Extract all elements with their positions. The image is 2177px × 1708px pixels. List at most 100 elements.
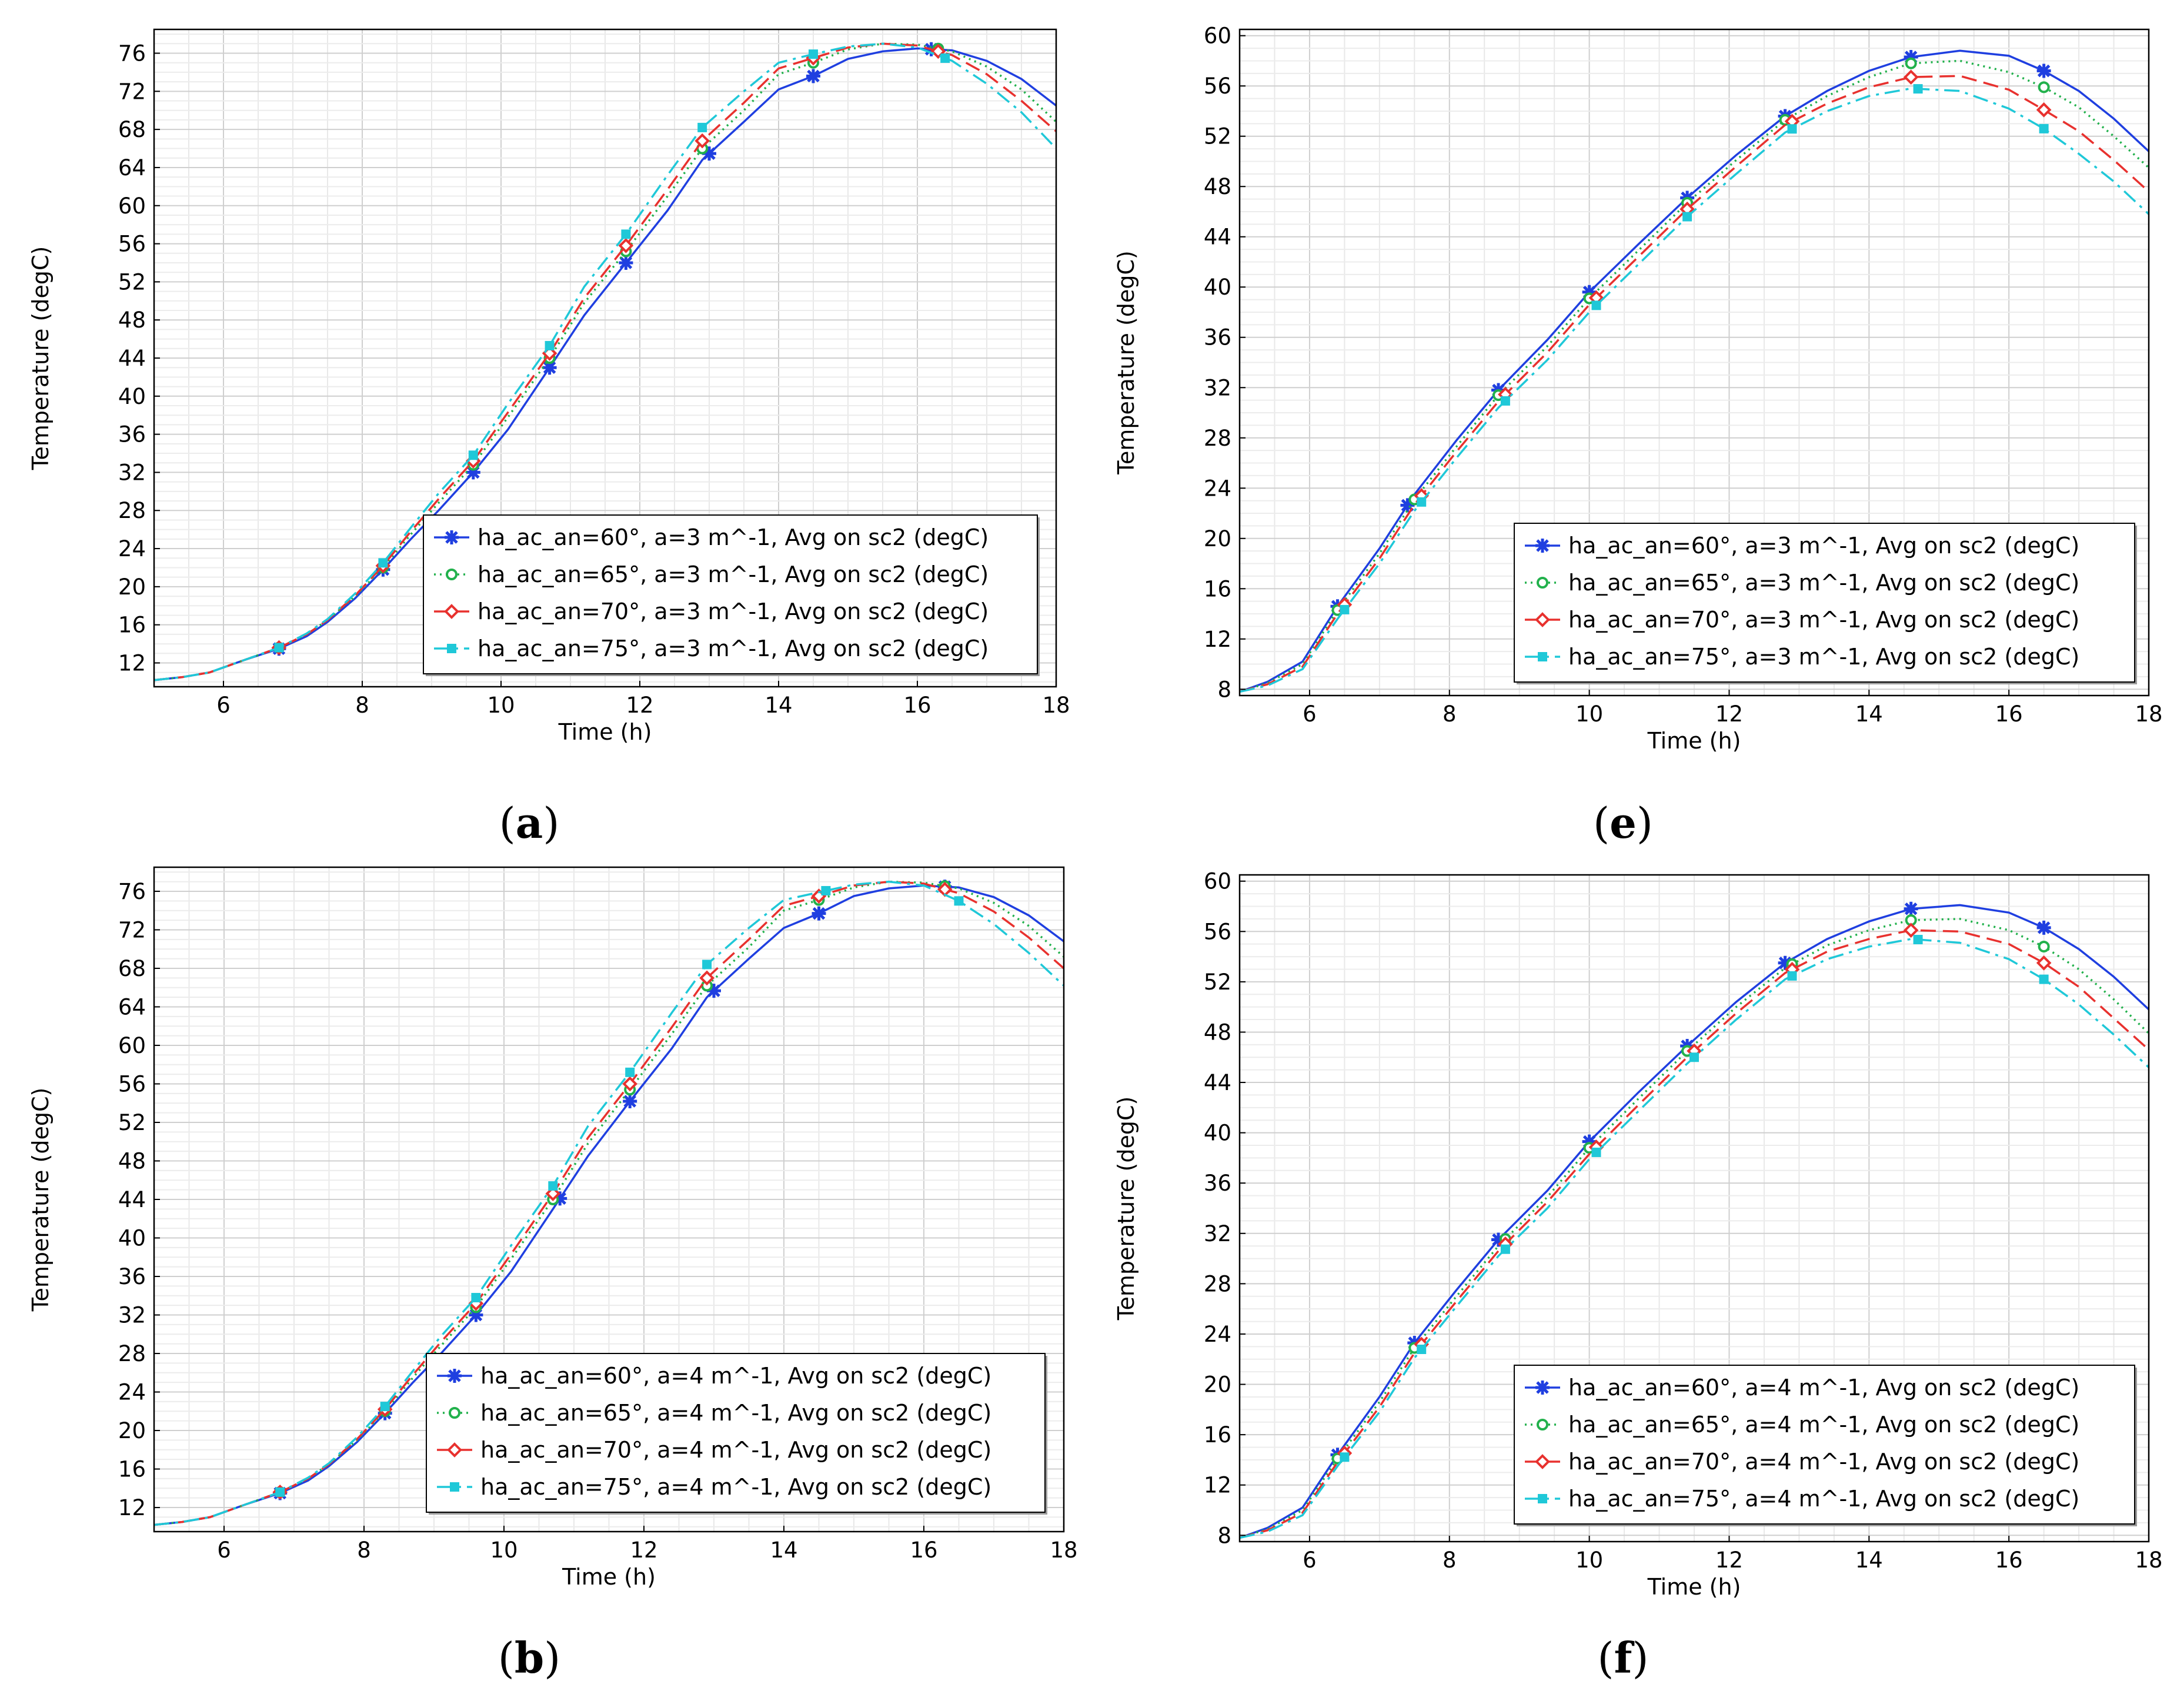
x-axis-label: Time (h) (558, 719, 652, 745)
legend: ha_ac_an=60°, a=3 m^-1, Avg on sc2 (degC… (1514, 523, 2137, 684)
data-point (1904, 50, 1918, 65)
legend-marker (1537, 577, 1548, 589)
data-point (707, 984, 721, 998)
x-tick-label: 18 (2135, 1547, 2162, 1573)
data-point (2036, 920, 2051, 935)
y-tick-label: 60 (118, 193, 146, 219)
data-point (1904, 901, 1918, 916)
y-tick-label: 8 (1217, 677, 1231, 702)
data-point (1913, 84, 1923, 94)
data-point (619, 255, 633, 270)
x-tick-label: 6 (1303, 1547, 1317, 1573)
legend-marker (450, 1482, 459, 1492)
panel-label: (f) (1597, 1633, 1648, 1683)
data-point (2036, 102, 2052, 118)
legend-entry: ha_ac_an=75°, a=4 m^-1, Avg on sc2 (degC… (480, 1474, 991, 1500)
series-f-3 (1239, 935, 2150, 1539)
data-point (1491, 1232, 1506, 1247)
y-tick-label: 72 (118, 79, 146, 104)
y-tick-label: 28 (118, 1341, 146, 1366)
legend-marker (1535, 539, 1550, 553)
data-point (378, 558, 388, 568)
legend-marker (447, 644, 456, 653)
series-e-2 (1239, 69, 2150, 693)
x-tick-label: 12 (1715, 701, 1743, 727)
x-tick-label: 10 (1575, 1547, 1603, 1573)
data-point (1778, 955, 1792, 970)
data-point (1905, 57, 1917, 69)
y-tick-label: 64 (118, 155, 146, 181)
legend-entry: ha_ac_an=75°, a=4 m^-1, Avg on sc2 (degC… (1568, 1486, 2079, 1512)
y-tick-label: 28 (118, 498, 146, 523)
y-tick-label: 8 (1217, 1523, 1231, 1548)
y-tick-label: 20 (1204, 526, 1231, 551)
data-point (1582, 1134, 1597, 1149)
x-tick-label: 16 (1995, 1547, 2023, 1573)
x-tick-label: 16 (910, 1537, 937, 1563)
y-tick-label: 56 (1204, 73, 1231, 99)
legend: ha_ac_an=60°, a=4 m^-1, Avg on sc2 (degC… (1514, 1365, 2137, 1526)
y-tick-label: 12 (1204, 627, 1231, 652)
legend-entry: ha_ac_an=75°, a=3 m^-1, Avg on sc2 (degC… (478, 636, 989, 661)
data-point (2036, 63, 2051, 78)
data-point (2038, 81, 2050, 93)
y-tick-label: 24 (118, 1380, 146, 1405)
y-tick-label: 12 (118, 650, 146, 676)
x-axis-label: Time (h) (1647, 1574, 1741, 1600)
series-line (153, 880, 1065, 1526)
data-point (1340, 1452, 1350, 1462)
data-point (623, 1094, 637, 1108)
series-b-3 (153, 880, 1065, 1526)
data-point (1903, 922, 1919, 938)
data-point (621, 229, 631, 239)
y-tick-label: 32 (118, 460, 146, 485)
data-point (1903, 69, 1919, 85)
data-point (469, 1308, 483, 1322)
legend-box (1514, 523, 2135, 683)
x-tick-label: 6 (1303, 701, 1317, 727)
data-point (1682, 212, 1692, 222)
y-axis-label: Temperature (degC) (1113, 1097, 1139, 1321)
data-point (1500, 1244, 1510, 1254)
y-axis-label: Temperature (degC) (28, 1088, 54, 1312)
legend-entry: ha_ac_an=60°, a=3 m^-1, Avg on sc2 (degC… (1568, 533, 2079, 559)
x-tick-label: 14 (1855, 1547, 1883, 1573)
data-point (471, 1293, 481, 1303)
y-tick-label: 44 (1204, 1070, 1231, 1095)
y-tick-label: 52 (118, 1110, 146, 1135)
data-point (1500, 396, 1510, 406)
data-point (1913, 935, 1923, 945)
y-tick-label: 36 (118, 1264, 146, 1289)
panel-label: (e) (1593, 798, 1653, 848)
y-tick-label: 20 (118, 574, 146, 600)
y-tick-label: 32 (1204, 375, 1231, 400)
y-tick-label: 28 (1204, 426, 1231, 451)
data-point (2039, 974, 2049, 984)
legend-marker (448, 1369, 462, 1383)
y-axis-label: Temperature (degC) (28, 246, 54, 471)
series-line (153, 47, 1057, 681)
x-tick-label: 14 (770, 1537, 797, 1563)
legend-marker (449, 1407, 460, 1419)
y-tick-label: 16 (1204, 1422, 1231, 1448)
data-point (1340, 604, 1350, 614)
x-tick-label: 8 (357, 1537, 371, 1563)
legend-entry: ha_ac_an=65°, a=4 m^-1, Avg on sc2 (degC… (1568, 1412, 2079, 1438)
x-tick-label: 18 (2135, 701, 2162, 727)
data-point (1417, 497, 1427, 507)
chart-e: 6 8 10 12 14 16 18 8 12 16 20 24 28 32 36 40 44 48 52 56 60 T… (1113, 24, 2163, 848)
x-tick-label: 12 (1715, 1547, 1743, 1573)
y-tick-label: 60 (118, 1033, 146, 1058)
y-tick-label: 60 (1204, 24, 1231, 49)
chart-b: 6 8 10 12 14 16 181216202428323640444852566064… (28, 866, 1078, 1683)
legend-marker (1537, 1419, 1548, 1430)
y-tick-label: 56 (118, 232, 146, 257)
legend-entry: ha_ac_an=60°, a=4 m^-1, Avg on sc2 (degC… (1568, 1375, 2079, 1401)
series-line (153, 42, 1057, 681)
y-tick-label: 76 (118, 41, 146, 66)
series-f-2 (1239, 922, 2150, 1539)
legend-box (426, 1353, 1046, 1513)
y-tick-label: 44 (118, 1187, 146, 1212)
data-point (697, 122, 707, 132)
y-tick-label: 40 (118, 1226, 146, 1251)
